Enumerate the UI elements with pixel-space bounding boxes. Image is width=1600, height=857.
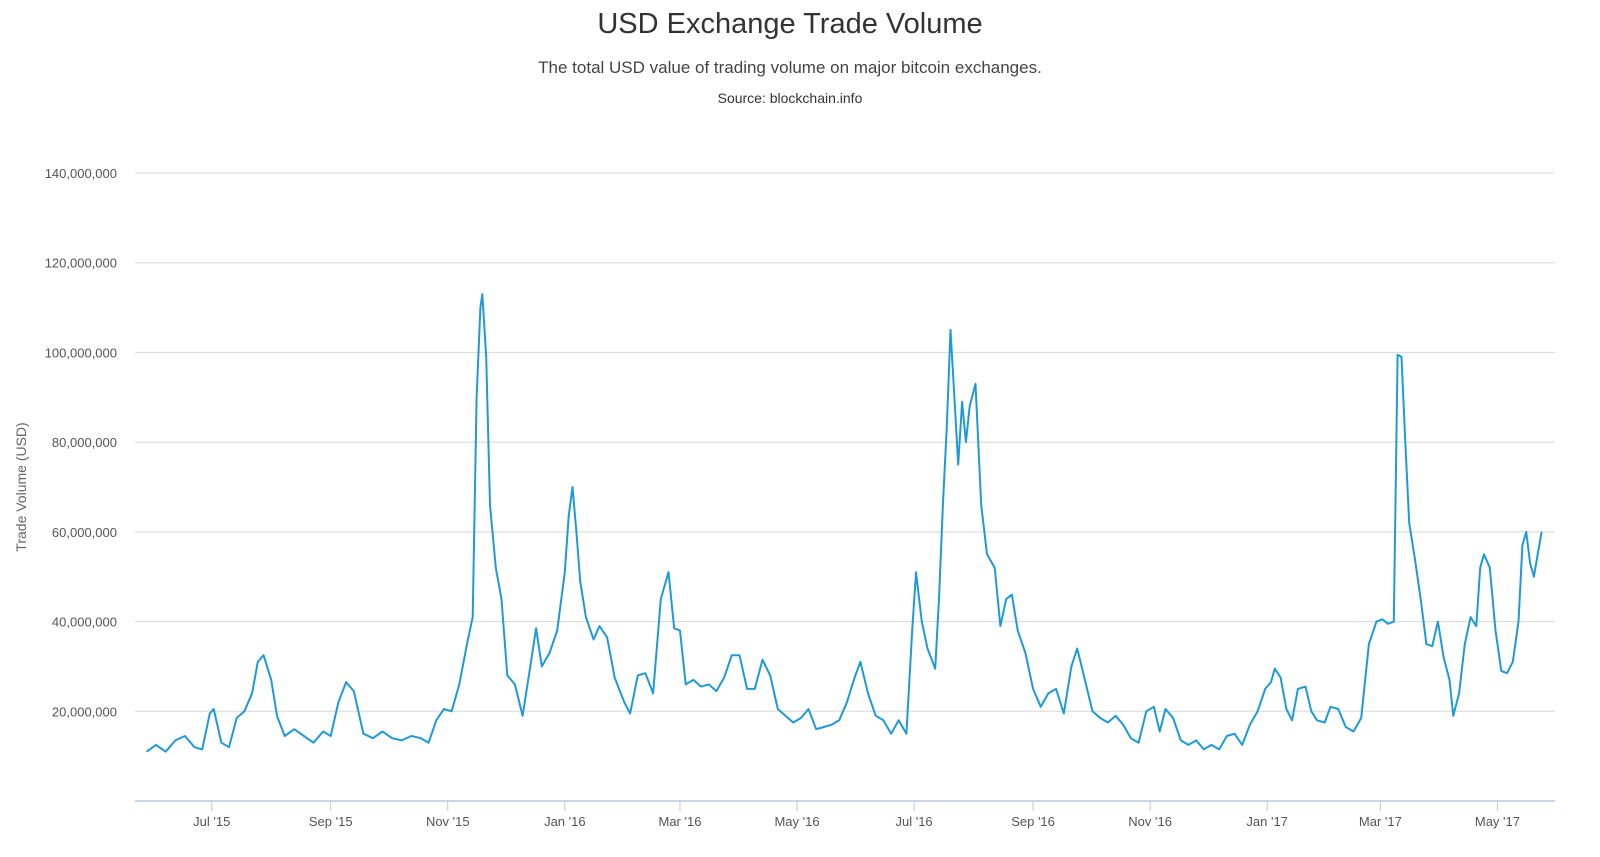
chart-source: Source: blockchain.info: [717, 90, 863, 106]
x-tick-label: Mar '16: [658, 814, 701, 829]
x-tick-label: May '17: [1475, 814, 1520, 829]
chart-title: USD Exchange Trade Volume: [597, 8, 983, 40]
y-axis-ticks: 20,000,000 40,000,000 60,000,000 80,000,000…: [45, 166, 117, 719]
x-tick-label: Sep '16: [1011, 814, 1055, 829]
y-tick-label: 60,000,000: [52, 525, 117, 540]
y-tick-label: 40,000,000: [52, 615, 117, 630]
x-tick-label: Jan '17: [1246, 814, 1288, 829]
x-tick-label: Mar '17: [1359, 814, 1402, 829]
y-tick-label: 20,000,000: [52, 704, 117, 719]
x-tick-label: May '16: [774, 814, 819, 829]
x-tick-label: Nov '15: [426, 814, 470, 829]
chart-subtitle: The total USD value of trading volume on…: [538, 58, 1042, 77]
x-tick-label: Nov '16: [1128, 814, 1172, 829]
x-axis-ticks: Jul '15 Sep '15 Nov '15 Jan '16 Mar '16 May '…: [193, 801, 1520, 829]
gridlines: [135, 172, 1555, 712]
y-tick-label: 100,000,000: [45, 345, 117, 360]
y-tick-label: 120,000,000: [45, 256, 117, 271]
y-tick-label: 140,000,000: [45, 166, 117, 181]
y-axis-title: Trade Volume (USD): [13, 422, 29, 551]
x-tick-label: Jan '16: [544, 814, 586, 829]
series-line: [145, 293, 1543, 753]
x-tick-label: Sep '15: [309, 814, 353, 829]
y-tick-label: 80,000,000: [52, 435, 117, 450]
x-tick-label: Jul '16: [895, 814, 932, 829]
x-tick-label: Jul '15: [193, 814, 230, 829]
